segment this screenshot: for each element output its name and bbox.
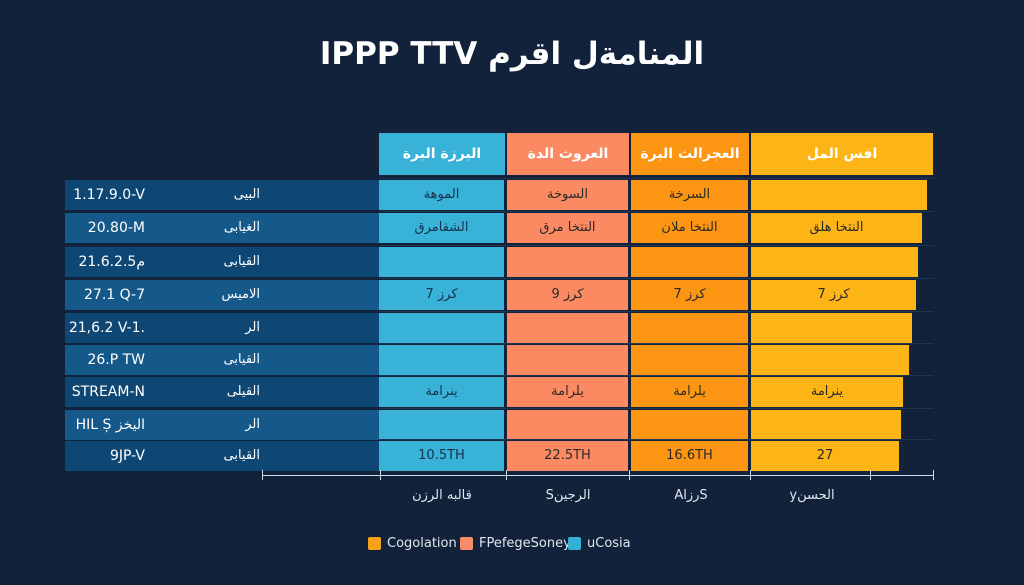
table-cell	[379, 247, 504, 277]
column-header: العروث الدة	[507, 133, 629, 175]
x-axis-tick	[380, 470, 381, 480]
table-cell: كرز 7	[379, 280, 504, 310]
table-cell: الموهة	[379, 180, 504, 210]
table-cell: السرخة	[631, 180, 748, 210]
table-cell: يلرامة	[631, 377, 748, 407]
gridline	[379, 311, 934, 312]
x-axis-tick	[750, 470, 751, 480]
bar-cell	[751, 180, 927, 210]
row-label-background	[65, 313, 379, 343]
column-header: العجرالث البرة	[631, 133, 749, 175]
x-axis-tick	[262, 470, 263, 480]
chart-title: IPPP TTV المنامةل اقرم	[319, 36, 705, 72]
bar-cell	[751, 247, 918, 277]
table-cell: 10.5TH	[379, 441, 504, 471]
legend-swatch	[368, 536, 381, 550]
row-category-label: الاميس	[221, 287, 261, 302]
legend-item-0: Cogolation	[368, 535, 457, 551]
row-version-label: 1.17.9.0-V	[73, 187, 145, 203]
gridline	[379, 408, 934, 409]
row-category-label: القيابى	[223, 448, 261, 463]
table-cell: 22.5TH	[507, 441, 628, 471]
legend-label: Cogolation	[387, 535, 457, 551]
table-cell: كرز 7	[631, 280, 748, 310]
table-cell	[631, 410, 748, 440]
row-version-label: HIL Ș اليخز	[75, 417, 145, 433]
row-version-label: 20.80-M	[87, 220, 145, 236]
gridline	[379, 278, 934, 279]
row-category-label: الر	[245, 417, 260, 432]
table-cell	[379, 345, 504, 375]
table-cell: الشقامرق	[379, 213, 504, 243]
table-cell	[379, 313, 504, 343]
bar-cell: ينرامة	[751, 377, 903, 407]
legend-item-2: uCosia	[568, 535, 631, 551]
row-label-background	[65, 441, 379, 471]
row-category-label: الر	[245, 320, 260, 335]
row-version-label: 21,6.2 V-1.	[68, 320, 145, 336]
row-label-background	[65, 213, 379, 243]
gridline	[379, 211, 934, 212]
row-version-label: 27.1 Q-7	[84, 287, 145, 303]
table-cell: النتخا ملان	[631, 213, 748, 243]
x-axis-label: AlرزS	[674, 488, 708, 503]
gridline	[379, 178, 934, 179]
row-version-label: STREAM-N	[71, 384, 145, 400]
row-label-background	[65, 345, 379, 375]
row-label-background	[65, 377, 379, 407]
table-cell: ينرامة	[379, 377, 504, 407]
x-axis-tick	[933, 470, 934, 480]
row-category-label: الغيابى	[223, 220, 260, 235]
row-category-label: القيلى	[226, 384, 260, 399]
x-axis-label: yالحسن	[789, 488, 835, 503]
x-axis-label: Sالرجين	[545, 488, 591, 503]
x-axis-tick	[629, 470, 630, 480]
column-header: افس المل	[751, 133, 933, 175]
table-cell	[507, 247, 628, 277]
table-cell	[507, 345, 628, 375]
bar-cell	[751, 410, 901, 440]
row-label-background	[65, 280, 379, 310]
table-cell	[379, 410, 504, 440]
x-axis-label: قالبه الرزن	[412, 488, 472, 503]
table-cell: النتخا مرق	[507, 213, 628, 243]
gridline	[379, 439, 934, 440]
bar-cell: كرز 7	[751, 280, 916, 310]
legend-label: uCosia	[587, 535, 631, 551]
gridline	[379, 245, 934, 246]
row-label-background	[65, 410, 379, 440]
table-cell: 16.6TH	[631, 441, 748, 471]
gridline	[379, 375, 934, 376]
table-cell	[507, 410, 628, 440]
row-version-label: 26.P TW	[87, 352, 145, 368]
table-cell	[631, 313, 748, 343]
x-axis-tick	[506, 470, 507, 480]
column-header: البرزة البرة	[379, 133, 505, 175]
bar-cell: النتخا هلق	[751, 213, 922, 243]
row-version-label: 9JP-V	[110, 448, 145, 464]
x-axis-tick	[870, 470, 871, 480]
table-cell	[631, 345, 748, 375]
table-cell: يلرامة	[507, 377, 628, 407]
gridline	[379, 343, 934, 344]
x-axis-line	[262, 475, 933, 476]
row-label-background	[65, 247, 379, 277]
legend-label: FPefegeSoney	[479, 535, 571, 551]
table-cell	[631, 247, 748, 277]
row-category-label: البيى	[233, 187, 260, 202]
bar-cell	[751, 313, 912, 343]
legend-item-1: FPefegeSoney	[460, 535, 571, 551]
table-cell: كرز 9	[507, 280, 628, 310]
row-category-label: القيابى	[223, 352, 261, 367]
table-cell: السوخة	[507, 180, 628, 210]
row-category-label: القيابى	[223, 254, 261, 269]
legend-swatch	[568, 536, 581, 550]
bar-cell: 27	[751, 441, 899, 471]
row-label-background	[65, 180, 379, 210]
legend-swatch	[460, 536, 473, 550]
row-version-label: 21.6.2.5م	[78, 254, 145, 270]
bar-cell	[751, 345, 909, 375]
table-cell	[507, 313, 628, 343]
